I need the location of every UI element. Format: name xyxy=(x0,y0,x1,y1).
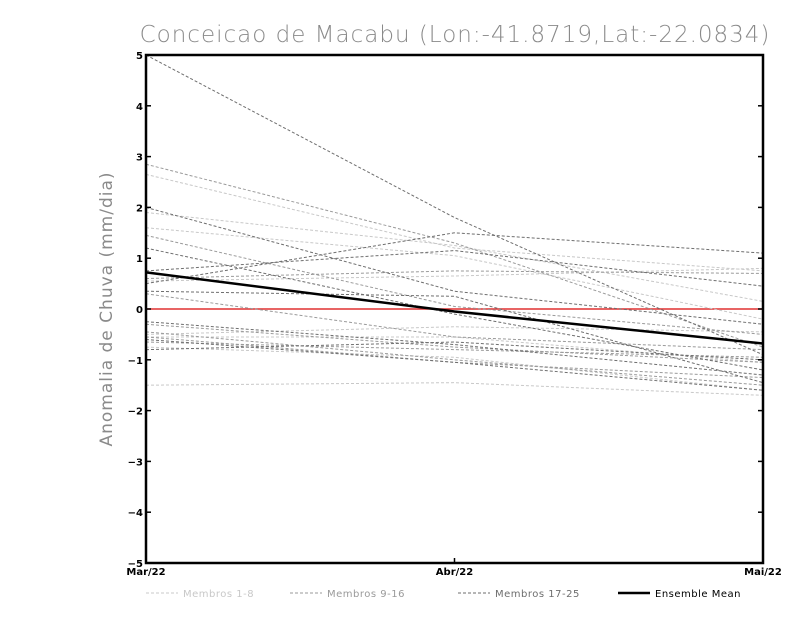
member-series-line-15 xyxy=(146,341,763,358)
member-series-line-1 xyxy=(146,173,763,272)
y-axis-ticks: 5 4 3 2 1 0 −1 −2 −3 −4 −5 xyxy=(128,51,763,570)
member-series-line-20 xyxy=(146,232,763,285)
member-series-line-5 xyxy=(146,336,763,363)
member-series-line-2 xyxy=(146,211,763,302)
y-tick-label: −1 xyxy=(128,356,143,367)
y-tick-label: 4 xyxy=(136,102,143,113)
plot-area xyxy=(144,53,765,565)
member-series-line-16 xyxy=(146,331,763,386)
member-series-line-22 xyxy=(146,290,763,384)
member-series-line-10 xyxy=(146,234,763,335)
member-series-line-19 xyxy=(146,247,763,371)
legend-label: Membros 17-25 xyxy=(495,589,580,600)
legend-label: Membros 1-8 xyxy=(183,589,254,600)
y-axis-label: Anomalia de Chuva (mm/dia) xyxy=(97,171,117,446)
member-series-line-17 xyxy=(146,55,763,356)
member-series-line-6 xyxy=(146,346,763,391)
member-series-line-23 xyxy=(146,321,763,376)
member-series-line-3 xyxy=(146,227,763,320)
member-series-line-4 xyxy=(146,267,763,282)
y-tick-label: −5 xyxy=(128,559,143,570)
member-series-line-18 xyxy=(146,206,763,325)
x-axis-ticks: Mar/22 Abr/22 Mai/22 xyxy=(126,558,782,578)
legend-label: Ensemble Mean xyxy=(655,589,741,600)
y-tick-label: 3 xyxy=(136,153,143,164)
member-series-line-9 xyxy=(146,163,763,348)
y-tick-label: 1 xyxy=(136,254,143,265)
y-tick-label: 2 xyxy=(136,203,143,214)
y-tick-label: −3 xyxy=(128,457,143,468)
member-series-line-11 xyxy=(146,270,763,280)
member-series-line-12 xyxy=(146,293,763,351)
chart-title: Conceicao de Macabu (Lon:-41.8719,Lat:-2… xyxy=(140,22,771,48)
y-tick-label: 0 xyxy=(136,305,143,316)
ensemble-mean-line xyxy=(146,271,763,345)
y-tick-label: 5 xyxy=(136,51,143,62)
member-series-line-7 xyxy=(146,382,763,396)
x-tick-label: Abr/22 xyxy=(436,567,473,578)
legend-label: Membros 9-16 xyxy=(327,589,405,600)
x-tick-label: Mar/22 xyxy=(126,567,165,578)
y-tick-label: −2 xyxy=(128,407,143,418)
member-series-line-13 xyxy=(146,323,763,363)
member-series-line-21 xyxy=(146,250,763,287)
series-lines xyxy=(146,55,763,396)
member-series-line-24 xyxy=(146,341,763,361)
member-series-line-14 xyxy=(146,336,763,379)
x-tick-label: Mai/22 xyxy=(744,567,782,578)
legend: Membros 1-8 Membros 9-16 Membros 17-25 Ense… xyxy=(146,589,741,600)
member-series-line-25 xyxy=(146,338,763,391)
y-tick-label: −4 xyxy=(128,508,143,519)
member-series-line-8 xyxy=(146,326,763,335)
